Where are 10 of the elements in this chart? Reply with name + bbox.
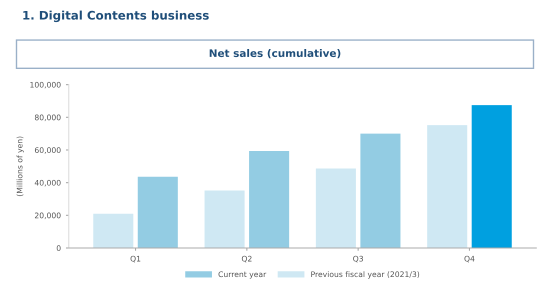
bar [427,125,468,248]
bar [316,168,356,248]
bar [93,214,134,248]
bar [249,150,290,248]
bar [472,105,512,248]
bar [138,176,178,248]
bar [204,190,245,248]
chart-title: 1. Digital Contents business [23,10,209,22]
bar [360,134,400,248]
chart-subtitle: Net sales (cumulative) [210,49,340,58]
